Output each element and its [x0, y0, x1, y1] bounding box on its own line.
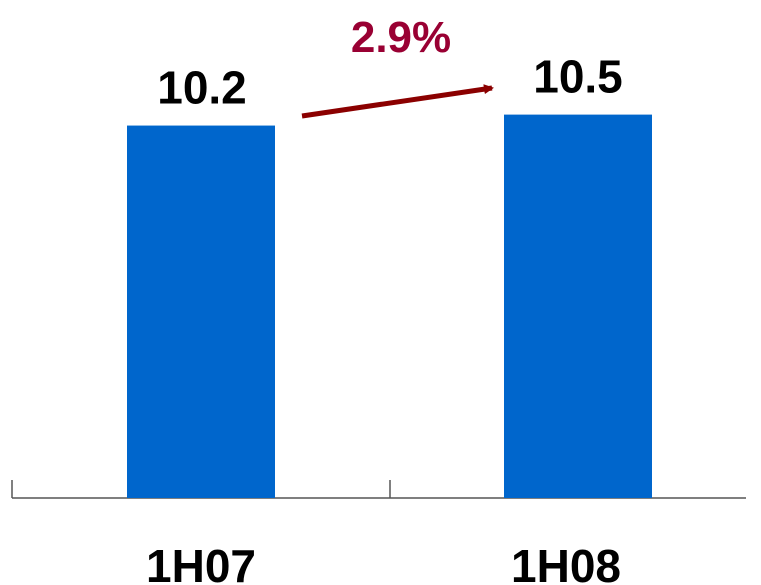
data-label-1h07: 10.2 [157, 62, 247, 114]
bar-1h08 [504, 114, 652, 499]
growth-arrow [301, 84, 494, 119]
growth-annotation: 2.9% [351, 13, 451, 62]
bar-1h07 [127, 125, 275, 498]
data-label-1h08: 10.5 [533, 51, 623, 103]
category-label-1h08: 1H08 [511, 540, 621, 585]
category-label-1h07: 1H07 [146, 540, 256, 585]
